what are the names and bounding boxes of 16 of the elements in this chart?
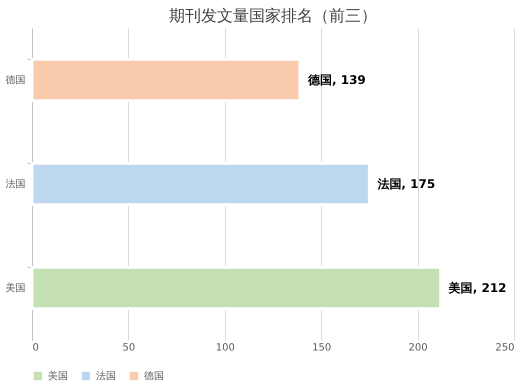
legend-label: 德国 <box>144 371 164 382</box>
chart-title: 期刊发文量国家排名（前三） <box>169 6 377 25</box>
x-tick-label: 100 <box>216 342 235 354</box>
data-label: 德国, 139 <box>306 73 366 87</box>
x-tick-label: 50 <box>122 342 136 354</box>
x-tick-label: 150 <box>312 342 332 354</box>
x-tick-label: 0 <box>32 342 39 354</box>
y-tick-label: 德国 <box>6 75 26 86</box>
legend-label: 美国 <box>48 370 68 382</box>
y-tick-label: 美国 <box>6 282 26 294</box>
y-tick-label: 法国 <box>6 178 26 190</box>
data-label: 美国, 212 <box>448 281 507 295</box>
x-tick-label: 200 <box>408 342 428 354</box>
x-tick-label: 250 <box>495 342 514 354</box>
data-label: 法国, 175 <box>376 177 436 191</box>
legend-label: 法国 <box>96 370 116 382</box>
